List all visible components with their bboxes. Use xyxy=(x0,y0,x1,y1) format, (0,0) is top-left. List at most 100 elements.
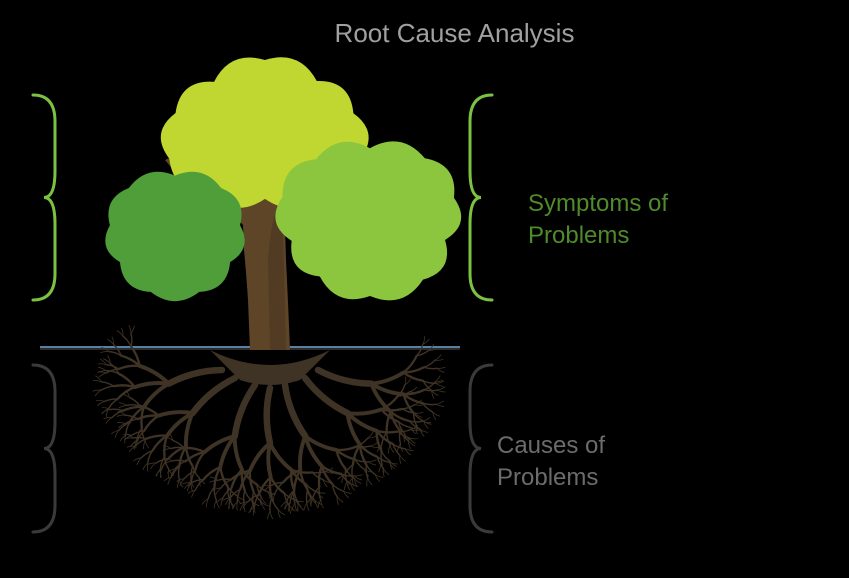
root-segment xyxy=(354,475,362,476)
root-segment xyxy=(415,412,423,413)
root-segment xyxy=(368,462,376,465)
root-segment xyxy=(424,360,435,367)
root-segment xyxy=(208,487,214,499)
root-segment xyxy=(399,431,400,444)
root-segment xyxy=(96,400,104,401)
root-segment xyxy=(95,390,101,396)
root-segment xyxy=(337,496,343,502)
root-segment xyxy=(237,502,238,510)
root-segment xyxy=(307,503,309,511)
root-segment xyxy=(98,372,106,373)
root-segment xyxy=(347,409,381,413)
root-segment xyxy=(144,416,159,431)
root-segment xyxy=(106,365,118,369)
root-segment xyxy=(244,490,245,503)
root-segment xyxy=(437,387,444,390)
root-segment xyxy=(117,415,125,416)
root-segment xyxy=(304,503,307,511)
root-segment xyxy=(101,382,113,386)
root-segment xyxy=(410,421,423,422)
brace-top-left xyxy=(33,95,55,300)
root-segment xyxy=(131,326,134,333)
root-segment xyxy=(210,480,218,482)
root-segment xyxy=(193,378,235,413)
root-segment xyxy=(106,418,112,424)
root-segment xyxy=(179,467,180,480)
root-segment xyxy=(114,385,135,387)
root-segment xyxy=(131,333,132,346)
root-segment xyxy=(123,336,131,346)
root-segment xyxy=(424,367,437,368)
root-segment xyxy=(98,364,106,365)
root-segment xyxy=(411,430,419,431)
root-segment xyxy=(145,441,149,448)
root-segment xyxy=(144,441,146,449)
root-segment xyxy=(268,443,270,477)
root-segment xyxy=(436,401,444,404)
root-segment xyxy=(383,468,388,474)
root-segment xyxy=(285,385,305,436)
root-segment xyxy=(270,443,291,470)
root-segment xyxy=(368,432,373,438)
root-segment xyxy=(368,478,372,485)
root-segment xyxy=(405,377,406,385)
root-segment xyxy=(235,436,242,469)
root-segment xyxy=(295,503,297,511)
root-segment xyxy=(367,478,368,486)
root-segment xyxy=(437,390,445,392)
root-segment xyxy=(305,378,347,413)
root-segment xyxy=(262,485,270,486)
root-segment xyxy=(127,405,140,406)
root-segment xyxy=(235,385,255,436)
root-segment xyxy=(436,404,444,406)
root-segment xyxy=(119,405,127,407)
diagram-stage xyxy=(0,0,849,578)
root-segment xyxy=(98,367,105,370)
root-segment xyxy=(423,403,436,404)
root-segment xyxy=(344,482,347,490)
root-segment xyxy=(306,490,307,503)
root-segment xyxy=(437,367,445,368)
foliage-right xyxy=(275,141,461,300)
root-segment xyxy=(435,355,441,361)
root-segment xyxy=(140,366,169,384)
root-segment xyxy=(366,465,375,475)
root-segment xyxy=(410,387,417,391)
root-segment xyxy=(151,463,157,469)
root-segment xyxy=(336,446,357,450)
brace-bottom-left xyxy=(33,365,55,532)
root-segment xyxy=(117,387,134,399)
root-segment xyxy=(98,401,105,405)
root-segment xyxy=(319,466,322,487)
root-segment xyxy=(129,326,131,334)
root-segment xyxy=(318,370,371,384)
root-segment xyxy=(319,487,321,500)
root-segment xyxy=(368,460,376,462)
root-segment xyxy=(300,436,305,470)
root-segment xyxy=(423,417,430,421)
root-segment xyxy=(400,455,406,461)
root-segment xyxy=(267,388,270,443)
root-segment xyxy=(108,399,117,409)
root-segment xyxy=(147,463,148,471)
root-segment xyxy=(101,351,109,352)
root-segment xyxy=(272,498,279,509)
brace-top-right xyxy=(470,95,492,300)
root-segment xyxy=(436,383,443,386)
root-segment xyxy=(403,373,422,381)
root-segment xyxy=(370,442,377,446)
root-segment xyxy=(110,409,123,410)
root-segment xyxy=(119,403,127,406)
root-segment xyxy=(214,500,216,508)
root-segment xyxy=(268,511,270,519)
root-segment xyxy=(117,331,123,336)
root-segment xyxy=(117,423,125,424)
root-segment xyxy=(387,433,390,446)
tree-roots xyxy=(93,326,445,519)
brace-bottom-right xyxy=(470,365,492,532)
root-segment xyxy=(119,366,140,369)
root-segment xyxy=(437,368,444,372)
root-segment xyxy=(169,370,222,384)
root-segment xyxy=(389,445,391,453)
root-segment xyxy=(144,384,169,407)
